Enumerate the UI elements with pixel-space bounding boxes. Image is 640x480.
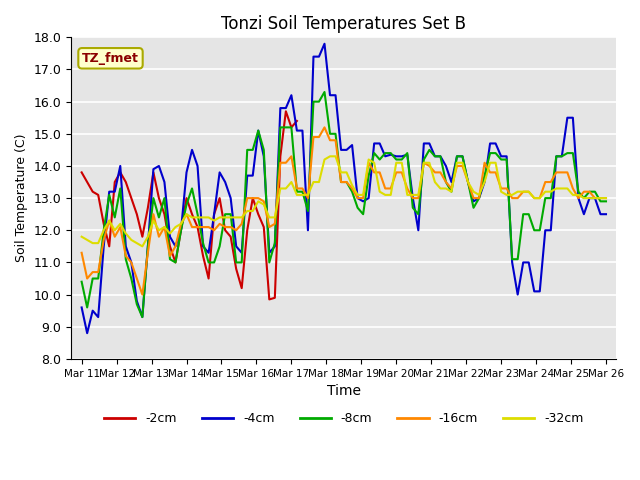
Title: Tonzi Soil Temperatures Set B: Tonzi Soil Temperatures Set B: [221, 15, 467, 33]
X-axis label: Time: Time: [327, 384, 361, 398]
Text: TZ_fmet: TZ_fmet: [82, 52, 139, 65]
Y-axis label: Soil Temperature (C): Soil Temperature (C): [15, 134, 28, 263]
Legend: -2cm, -4cm, -8cm, -16cm, -32cm: -2cm, -4cm, -8cm, -16cm, -32cm: [99, 407, 589, 430]
